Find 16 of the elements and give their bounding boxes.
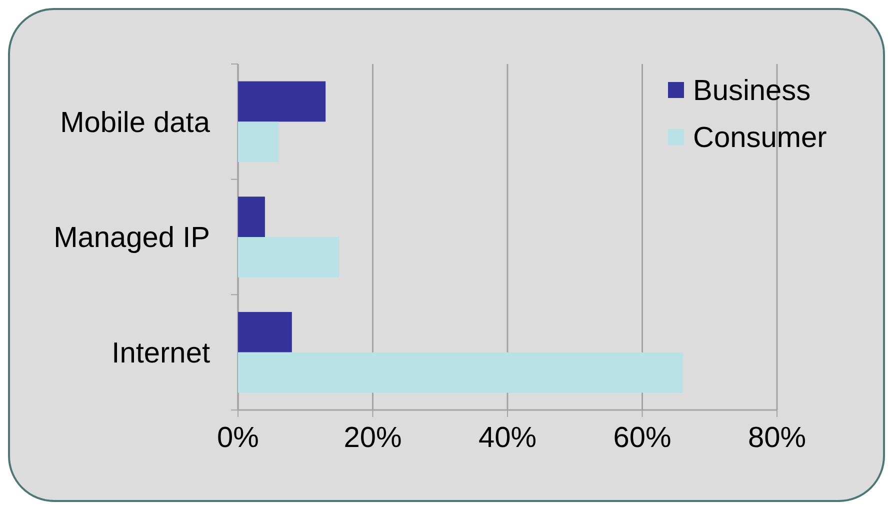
- y-tick-label: Managed IP: [54, 222, 210, 254]
- y-tick-label: Mobile data: [60, 106, 211, 139]
- x-tick-label: 20%: [344, 422, 402, 454]
- bar: [238, 312, 292, 352]
- bar: [238, 81, 326, 122]
- x-tick-label: 40%: [478, 422, 537, 454]
- x-tick-label: 80%: [748, 422, 806, 454]
- legend-label: Consumer: [693, 122, 828, 154]
- x-tick-label: 60%: [613, 422, 672, 454]
- legend-label: Business: [693, 75, 811, 108]
- bar: [238, 196, 265, 237]
- x-tick-label: 0%: [217, 422, 259, 454]
- bar: [238, 352, 683, 393]
- bar: [238, 237, 340, 278]
- y-tick-label: Internet: [112, 337, 210, 370]
- bar: [238, 122, 278, 162]
